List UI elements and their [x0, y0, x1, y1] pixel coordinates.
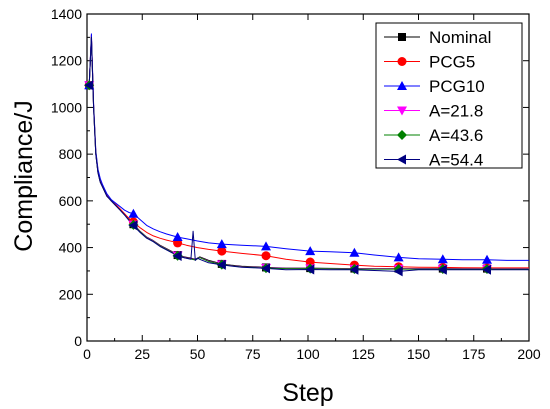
- legend-marker: [398, 33, 406, 41]
- series-point-pcg10: [261, 241, 272, 251]
- legend-marker: [397, 130, 407, 140]
- legend-label: A=43.6: [429, 126, 483, 145]
- series-point-a-54-4: [172, 250, 182, 261]
- series-point-pcg10: [349, 247, 360, 257]
- legend-marker: [397, 154, 406, 165]
- legend-label: PCG5: [429, 53, 475, 72]
- series-point-pcg10: [482, 254, 493, 264]
- legend: Nominal PCG5 PCG10 A=21.8 A=43.6 A=54.4: [375, 22, 523, 170]
- series-point-pcg5: [305, 257, 315, 267]
- y-tick-label: 200: [59, 286, 83, 302]
- axes: 0 25 50 75 100 125 150 175 200 0 200 400 600 800 1000 1…: [51, 6, 541, 362]
- series-point-pcg10: [437, 254, 448, 264]
- legend-label: A=54.4: [429, 151, 483, 170]
- series-line-a-54-4: [88, 36, 529, 272]
- legend-label: A=21.8: [429, 102, 483, 121]
- y-axis-title: Compliance/J: [10, 100, 38, 251]
- series-markers: [84, 80, 493, 277]
- legend-marker: [397, 57, 407, 66]
- x-tick-label: 75: [245, 346, 261, 362]
- series-point-a-54-4: [437, 264, 447, 275]
- x-tick-label: 25: [134, 346, 150, 362]
- series-point-pcg10: [128, 208, 139, 218]
- series-point-a-54-4: [393, 266, 403, 277]
- x-tick-label: 200: [517, 346, 541, 362]
- series-point-a-54-4: [305, 264, 315, 275]
- y-tick-label: 0: [74, 333, 82, 349]
- series-point-pcg10: [305, 246, 316, 256]
- legend-label: PCG10: [429, 77, 485, 96]
- series-point-pcg10: [172, 232, 183, 242]
- legend-box: [375, 22, 523, 169]
- x-tick-label: 50: [190, 346, 206, 362]
- series-point-a-54-4: [482, 264, 492, 275]
- y-tick-label: 1000: [51, 99, 82, 115]
- y-tick-label: 600: [59, 193, 83, 209]
- y-tick-label: 400: [59, 240, 83, 256]
- series-point-pcg5: [217, 246, 227, 256]
- x-tick-label: 125: [352, 346, 376, 362]
- x-tick-label: 175: [462, 346, 486, 362]
- x-axis-title: Step: [282, 379, 333, 407]
- series-point-a-54-4: [261, 263, 271, 274]
- series-point-pcg10: [393, 252, 404, 262]
- legend-label: Nominal: [429, 28, 491, 47]
- x-tick-label: 0: [83, 346, 91, 362]
- series-line-pcg10: [88, 33, 529, 261]
- y-tick-label: 1200: [51, 53, 82, 69]
- series-point-a-54-4: [349, 264, 359, 275]
- series-lines: [88, 33, 529, 272]
- y-tick-label: 1400: [51, 6, 82, 22]
- x-tick-label: 150: [407, 346, 431, 362]
- series-point-a-54-4: [128, 220, 138, 231]
- x-tick-label: 100: [296, 346, 320, 362]
- legend-marker: [397, 106, 407, 116]
- series-point-pcg10: [216, 239, 227, 249]
- y-tick-label: 800: [59, 146, 83, 162]
- legend-marker: [397, 81, 407, 90]
- series-point-pcg5: [261, 251, 271, 261]
- series-point-a-54-4: [84, 80, 94, 91]
- series-point-a-54-4: [216, 259, 226, 270]
